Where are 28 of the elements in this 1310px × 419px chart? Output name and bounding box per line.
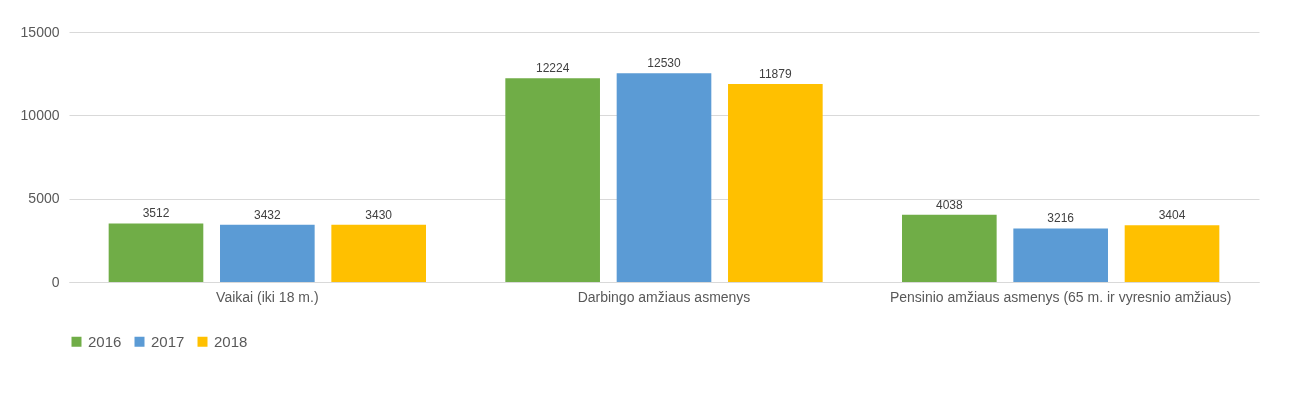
x-tick-label: Pensinio amžiaus asmenys (65 m. ir vyresnio amžiaus): [889, 288, 1232, 305]
bar: [108, 223, 204, 282]
y-tick-label: 15000: [20, 23, 60, 40]
data-label: 12530: [647, 56, 682, 71]
x-tick-label: Vaikai (iki 18 m.): [216, 288, 319, 305]
data-label: 3512: [142, 206, 170, 221]
bar: [1013, 228, 1108, 282]
data-label: 12224: [535, 61, 570, 76]
bar: [728, 84, 823, 282]
bar: [616, 73, 712, 282]
data-label: 3432: [253, 207, 281, 222]
data-label: 11879: [759, 67, 792, 82]
bar: [505, 78, 600, 282]
x-tick-label: Darbingo amžiaus asmenys: [577, 288, 751, 305]
data-label: 4038: [935, 197, 963, 212]
legend-label: 2018: [214, 332, 248, 350]
bar: [220, 224, 315, 282]
y-tick-label: 5000: [28, 190, 60, 207]
bar: [331, 224, 426, 282]
data-label: 3216: [1047, 211, 1075, 226]
legend-label: 2016: [88, 332, 122, 350]
data-label: 3430: [365, 207, 393, 222]
y-tick-label: 10000: [20, 106, 60, 123]
bar: [1124, 225, 1220, 282]
bar: [902, 214, 997, 282]
data-label: 3404: [1158, 208, 1186, 223]
y-tick-label: 0: [51, 273, 60, 290]
legend-label: 2017: [151, 332, 185, 350]
